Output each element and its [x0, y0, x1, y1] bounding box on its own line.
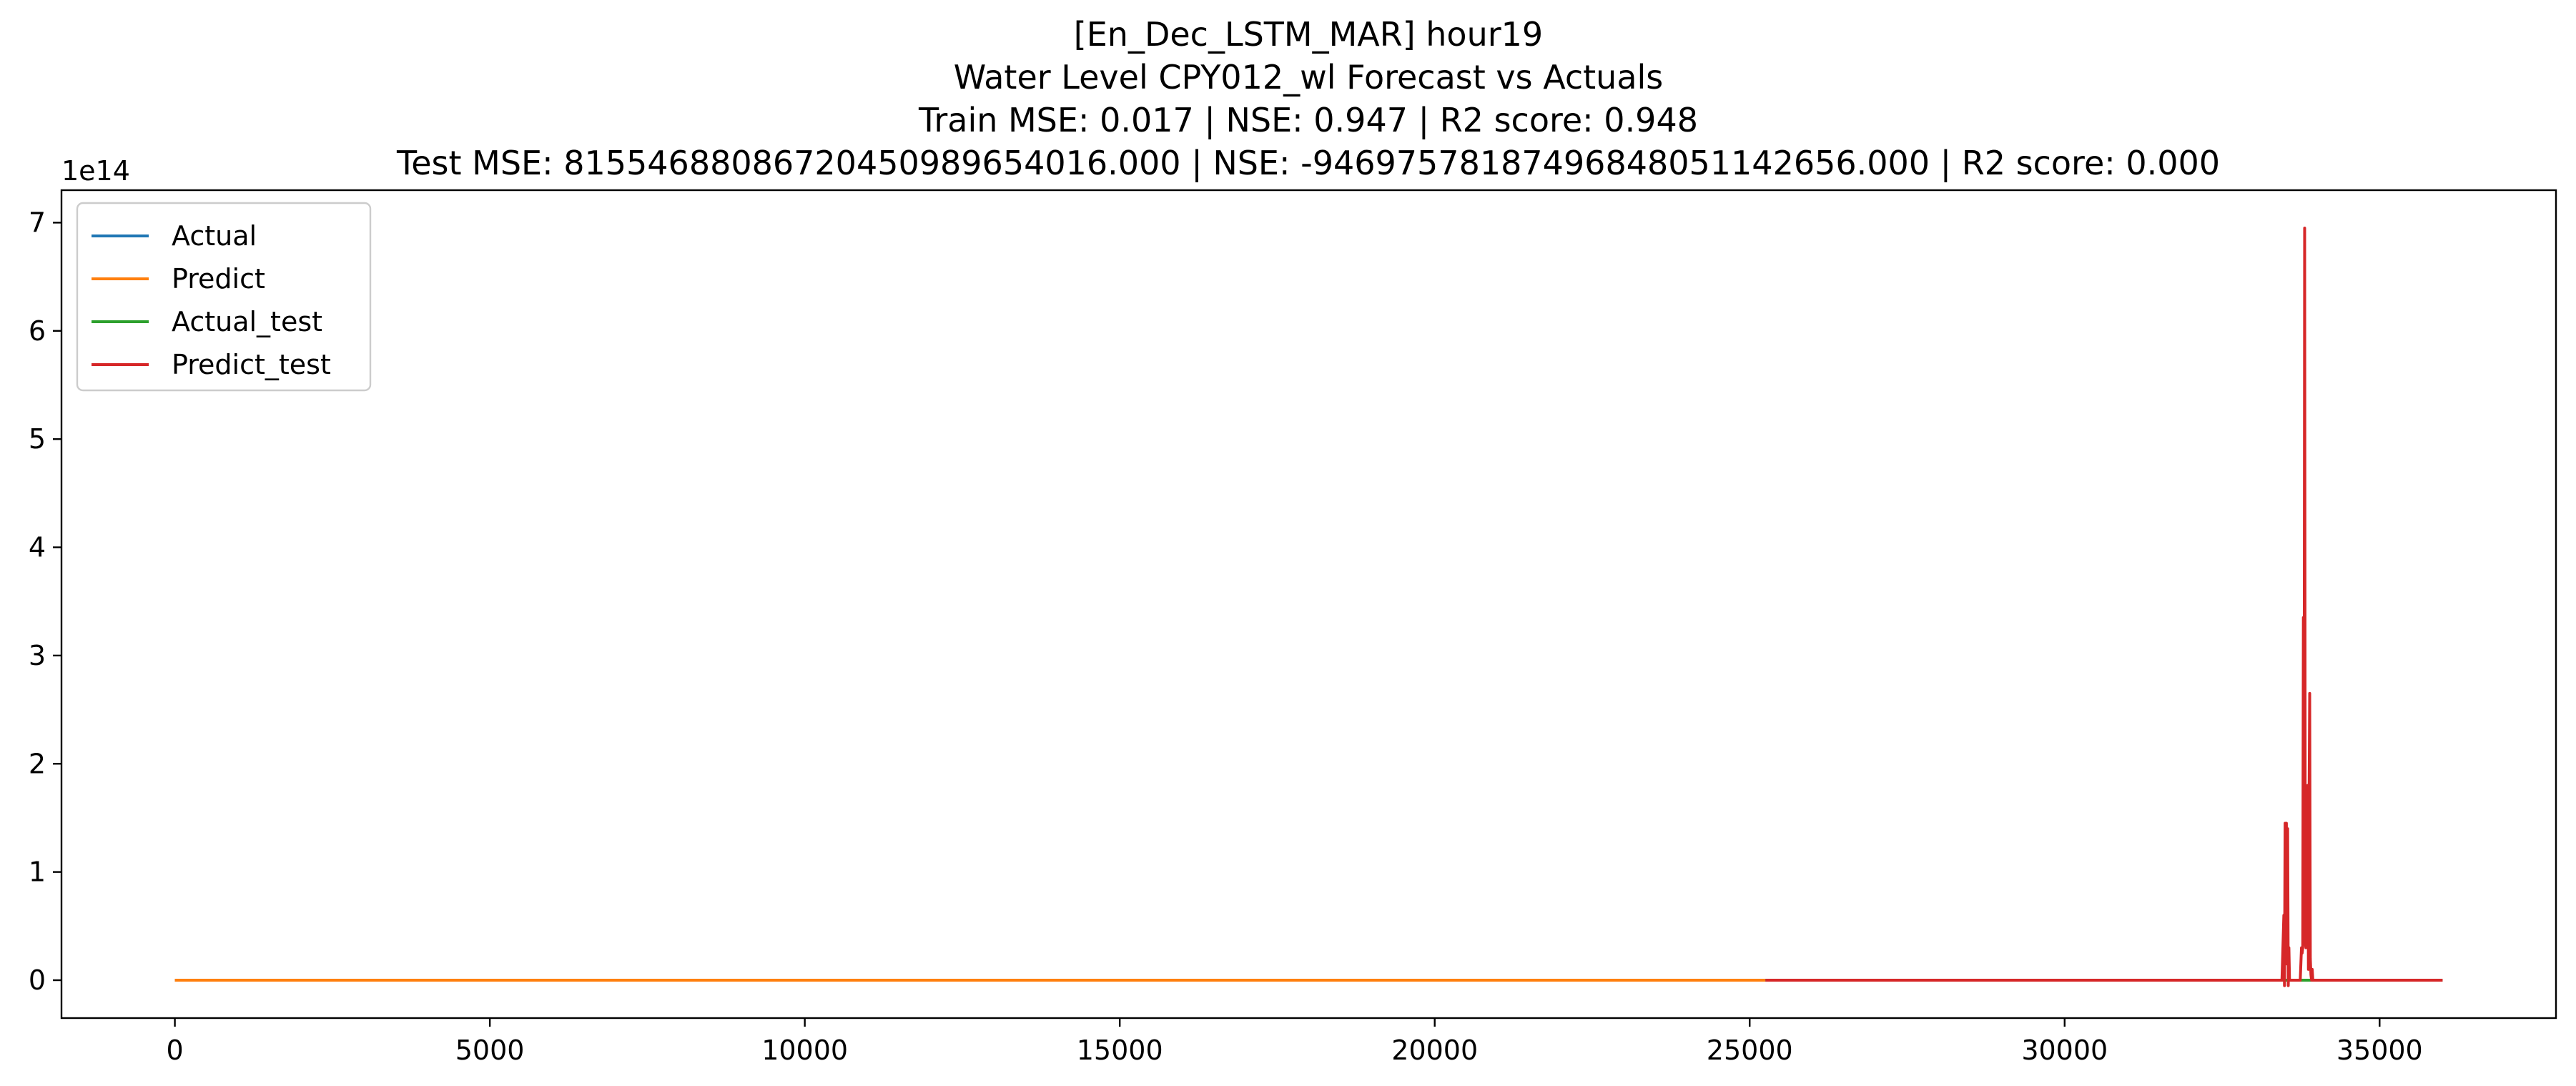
title-line-2: Water Level CPY012_wl Forecast vs Actual… [954, 58, 1664, 97]
plot-frame [60, 189, 2557, 1020]
legend-label-predict: Predict [172, 263, 265, 295]
y-axis: 0 1 2 3 4 5 6 7 [29, 207, 61, 996]
x-tick-label: 15000 [1077, 1035, 1163, 1066]
x-tick-label: 30000 [2021, 1035, 2108, 1066]
x-tick-label: 35000 [2336, 1035, 2423, 1066]
title-line-4: Test MSE: 815546880867204509896540​16.00… [396, 144, 2220, 183]
y-tick-label: 0 [29, 964, 46, 996]
y-tick-label: 5 [29, 423, 46, 455]
y-tick-label: 7 [29, 207, 46, 238]
y-tick-label: 4 [29, 532, 46, 563]
y-axis-offset-label: 1e14 [61, 155, 130, 187]
series-layer [174, 226, 2443, 987]
legend-label-actual-test: Actual_test [172, 306, 322, 337]
y-tick-label: 3 [29, 640, 46, 671]
x-tick-label: 25000 [1707, 1035, 1793, 1066]
y-tick-label: 2 [29, 748, 46, 779]
y-tick-label: 1 [29, 857, 46, 888]
chart-title: [En_Dec_LSTM_MAR] hour19 Water Level CPY… [396, 15, 2220, 183]
legend: Actual Predict Actual_test Predict_test [76, 202, 372, 392]
series-line-predict-test [1765, 226, 2443, 987]
x-tick-label: 5000 [455, 1035, 525, 1066]
legend-label-predict-test: Predict_test [172, 349, 331, 380]
legend-box [76, 202, 372, 392]
title-line-3: Train MSE: 0.017 | NSE: 0.947 | R2 score… [918, 101, 1698, 140]
x-axis: 0 5000 10000 15000 20000 25000 30000 35000 [166, 1018, 2423, 1066]
plot-background [61, 190, 2556, 1018]
x-tick-label: 0 [166, 1035, 183, 1066]
y-tick-label: 6 [29, 315, 46, 347]
x-tick-label: 20000 [1391, 1035, 1478, 1066]
x-tick-label: 10000 [761, 1035, 848, 1066]
plot-area [60, 189, 2557, 1020]
title-line-1: [En_Dec_LSTM_MAR] hour19 [1074, 15, 1543, 54]
legend-label-actual: Actual [172, 220, 257, 252]
